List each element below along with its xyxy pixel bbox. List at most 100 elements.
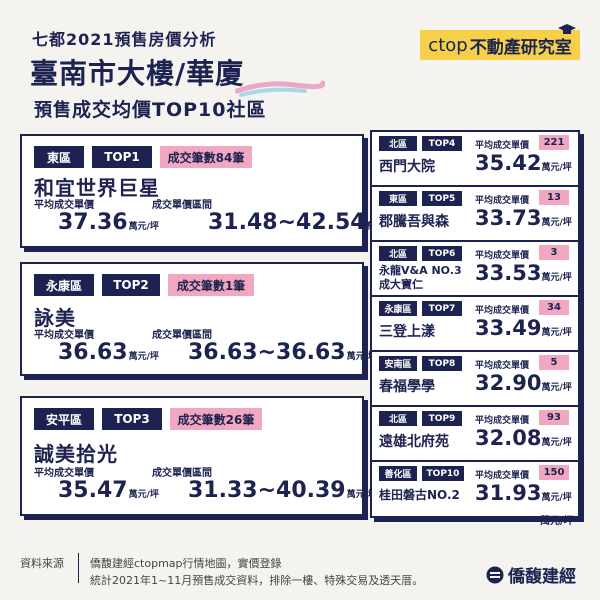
rank-card-top10: 善化區 TOP10 桂田磐古NO.2 平均成交單價 150 31.93萬元/坪 — [370, 460, 580, 518]
count-badge: 150 — [539, 465, 569, 480]
unit: 萬元/坪 — [541, 163, 572, 173]
footer-brand: 僑馥建經 — [486, 562, 576, 587]
avg-label: 平均成交單價 — [475, 471, 530, 481]
community-name: 和宜世界巨星 — [34, 176, 160, 200]
avg-price-value: 33.49 — [475, 316, 542, 340]
price-range-value: 31.48~42.54 — [208, 210, 366, 235]
rank-badge: TOP9 — [422, 411, 462, 426]
avg-price: 36.63萬元/坪 — [58, 340, 159, 365]
district-badge: 安南區 — [379, 356, 417, 371]
avg-label: 平均成交單價 — [475, 196, 530, 206]
count-badge: 34 — [539, 300, 569, 315]
brand-logo: ctop 不動產研究室 — [420, 30, 580, 60]
source-line-2: 統計2021年1~11月預售成交資料，排除一樓、特殊交易及透天厝。 — [90, 574, 424, 587]
rank-badge: TOP8 — [422, 356, 462, 371]
avg-price: 35.42萬元/坪 — [475, 151, 572, 175]
community-name: 遠雄北府苑 — [379, 434, 449, 450]
unit: 萬元/坪 — [128, 490, 159, 500]
rank-badge: TOP7 — [422, 301, 462, 316]
count-badge: 5 — [539, 355, 569, 370]
district-badge: 永康區 — [379, 301, 417, 316]
community-name-line2: 成大寶仁 — [379, 278, 423, 291]
rank-card-top8: 安南區 TOP8 春福學學 平均成交單價 5 32.90萬元/坪 — [370, 350, 580, 408]
district-badge: 東區 — [34, 146, 84, 168]
unit: 萬元/坪 — [541, 328, 572, 338]
avg-label: 平均成交單價 — [475, 361, 530, 371]
rank-card-top3: 安平區 TOP3 成交筆數26筆 誠美拾光 平均成交單價 成交單價區間 35.4… — [20, 396, 377, 516]
unit-footnote: 萬元/坪 — [540, 516, 574, 527]
section-title-prefix: 預售 — [34, 100, 72, 121]
rank-card-top4: 北區 TOP4 西門大院 平均成交單價 221 35.42萬元/坪 — [370, 130, 580, 188]
rank-card-top6: 北區 TOP6 永龍V&A NO.3 成大寶仁 平均成交單價 3 33.53萬元/… — [370, 240, 580, 298]
rank-badge: TOP5 — [422, 191, 462, 206]
avg-price: 33.73萬元/坪 — [475, 206, 572, 230]
source-line-1: 僑馥建經ctopmap行情地圖，實價登錄 — [90, 557, 282, 570]
brush-stroke-decoration — [235, 80, 325, 97]
unit: 萬元/坪 — [541, 493, 572, 503]
community-name: 桂田磐古NO.2 — [379, 488, 460, 502]
logo-ctop-text: ctop — [428, 34, 468, 56]
count-badge: 93 — [539, 410, 569, 425]
community-name: 春福學學 — [379, 379, 435, 395]
price-range: 31.48~42.54萬元/坪 — [208, 210, 397, 235]
count-badge: 成交筆數1筆 — [168, 274, 254, 296]
subtitle: 七都2021預售房價分析 — [32, 30, 217, 49]
avg-price-value: 35.47 — [58, 478, 128, 503]
avg-price-value: 33.53 — [475, 261, 542, 285]
community-name: 三登上漾 — [379, 324, 435, 340]
section-title: 預售成交均價TOP10社區 — [34, 95, 266, 122]
count-badge: 成交筆數26筆 — [170, 408, 262, 430]
avg-label: 平均成交單價 — [34, 330, 94, 341]
avg-price: 33.53萬元/坪 — [475, 261, 572, 285]
source-label: 資料來源 — [20, 557, 64, 570]
unit: 萬元/坪 — [541, 218, 572, 228]
avg-price: 37.36萬元/坪 — [58, 210, 159, 235]
avg-price: 33.49萬元/坪 — [475, 316, 572, 340]
avg-label: 平均成交單價 — [475, 416, 530, 426]
price-range: 31.33~40.39萬元/坪 — [188, 478, 377, 503]
avg-label: 平均成交單價 — [34, 200, 94, 211]
unit: 萬元/坪 — [541, 438, 572, 448]
avg-label: 平均成交單價 — [475, 306, 530, 316]
avg-price-value: 36.63 — [58, 340, 128, 365]
unit: 萬元/坪 — [541, 273, 572, 283]
district-badge: 善化區 — [379, 466, 417, 481]
district-badge: 安平區 — [34, 408, 94, 430]
avg-price: 32.90萬元/坪 — [475, 371, 572, 395]
rank-badge: TOP10 — [422, 466, 464, 481]
rank-card-top9: 北區 TOP9 遠雄北府苑 平均成交單價 93 32.08萬元/坪 — [370, 405, 580, 463]
unit: 萬元/坪 — [541, 383, 572, 393]
community-name: 誠美拾光 — [34, 442, 118, 466]
avg-price: 31.93萬元/坪 — [475, 481, 572, 505]
avg-price-value: 32.08 — [475, 426, 542, 450]
unit: 萬元/坪 — [346, 352, 377, 362]
avg-price-value: 37.36 — [58, 210, 128, 235]
count-badge: 221 — [539, 135, 569, 150]
rank-badge: TOP2 — [102, 274, 160, 296]
unit: 萬元/坪 — [346, 490, 377, 500]
avg-label: 平均成交單價 — [475, 251, 530, 261]
unit: 萬元/坪 — [128, 222, 159, 232]
brand-mark-icon — [486, 566, 504, 583]
rank-card-top5: 東區 TOP5 郡騰吾與森 平均成交單價 13 33.73萬元/坪 — [370, 185, 580, 243]
district-badge: 永康區 — [34, 274, 94, 296]
community-name-line1: 永龍V&A NO.3 — [379, 264, 462, 277]
avg-price-value: 32.90 — [475, 371, 542, 395]
avg-label: 平均成交單價 — [34, 468, 94, 479]
district-badge: 北區 — [379, 136, 417, 151]
price-range-value: 36.63~36.63 — [188, 340, 346, 365]
rank-badge: TOP4 — [422, 136, 462, 151]
section-title-bold: 成交均價TOP10社區 — [72, 99, 267, 121]
range-label: 成交單價區間 — [152, 468, 212, 479]
logo-text: 不動產研究室 — [469, 37, 572, 58]
avg-price: 32.08萬元/坪 — [475, 426, 572, 450]
district-badge: 東區 — [379, 191, 417, 206]
unit: 萬元/坪 — [128, 352, 159, 362]
graduation-cap-icon — [558, 24, 576, 34]
price-range-value: 31.33~40.39 — [188, 478, 346, 503]
rank-card-top7: 永康區 TOP7 三登上漾 平均成交單價 34 33.49萬元/坪 — [370, 295, 580, 353]
count-badge: 13 — [539, 190, 569, 205]
footer-brand-name: 僑馥建經 — [508, 567, 576, 587]
avg-label: 平均成交單價 — [475, 141, 530, 151]
community-name: 詠美 — [34, 306, 76, 330]
